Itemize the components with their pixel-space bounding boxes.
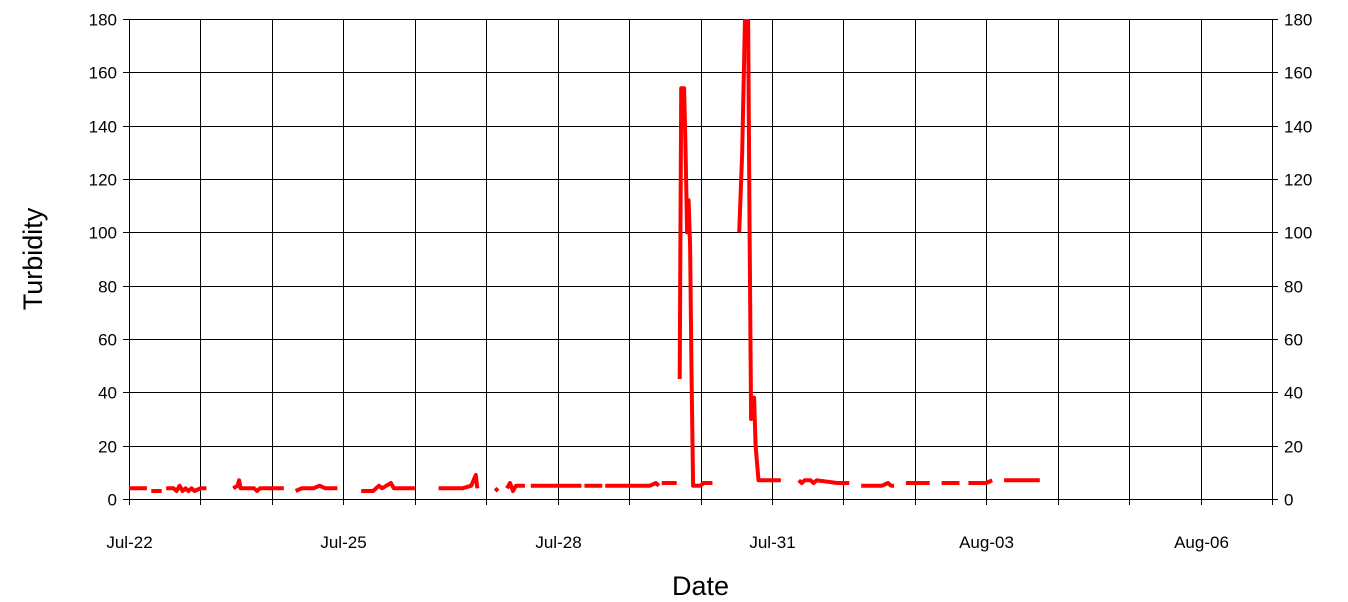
x-tick-label: Jul-31 <box>749 533 795 552</box>
y-tick-label-right: 40 <box>1284 384 1303 403</box>
series-segment <box>797 478 850 485</box>
x-tick-label: Aug-03 <box>959 533 1014 552</box>
y-tick-label-left: 60 <box>98 331 117 350</box>
y-tick-label-right: 160 <box>1284 64 1312 83</box>
y-tick-label-left: 180 <box>89 11 117 30</box>
series-segment <box>505 481 525 493</box>
y-tick-label-right: 0 <box>1284 491 1293 510</box>
series-segment <box>861 481 894 488</box>
y-tick-label-left: 80 <box>98 278 117 297</box>
series-segment <box>968 478 994 485</box>
y-tick-label-left: 40 <box>98 384 117 403</box>
series-segment <box>232 478 284 493</box>
series-segment <box>294 483 338 493</box>
y-tick-label-right: 80 <box>1284 278 1303 297</box>
y-tick-label-right: 180 <box>1284 11 1312 30</box>
y-tick-label-right: 140 <box>1284 118 1312 137</box>
x-axis-title: Date <box>672 571 729 601</box>
y-tick-label-left: 140 <box>89 118 117 137</box>
turbidity-series <box>129 19 1040 493</box>
x-tick-labels: Jul-22 Jul-25 Jul-28 Jul-31 Aug-03 Aug-06 <box>106 533 1229 552</box>
y-tick-label-left: 0 <box>108 491 117 510</box>
left-y-tick-labels: 0 20 40 60 80 100 120 140 160 180 <box>89 11 117 510</box>
series-segment <box>737 19 747 233</box>
y-tick-label-left: 160 <box>89 64 117 83</box>
right-y-tick-labels: 0 20 40 60 80 100 120 140 160 180 <box>1284 11 1312 510</box>
series-segment <box>677 86 713 488</box>
series-segment <box>166 483 207 493</box>
x-tick-label: Jul-22 <box>106 533 152 552</box>
y-tick-label-right: 20 <box>1284 438 1303 457</box>
y-tick-label-right: 100 <box>1284 224 1312 243</box>
axes <box>123 19 1278 505</box>
y-tick-label-right: 60 <box>1284 331 1303 350</box>
y-tick-label-right: 120 <box>1284 171 1312 190</box>
series-segment <box>605 481 661 488</box>
y-tick-label-left: 20 <box>98 438 117 457</box>
x-tick-label: Jul-28 <box>535 533 581 552</box>
series-segment <box>493 486 500 493</box>
series-segment <box>361 481 415 493</box>
series-segment <box>438 473 480 491</box>
series-segment <box>746 19 781 483</box>
x-tick-label: Aug-06 <box>1174 533 1229 552</box>
y-axis-title: Turbidity <box>18 207 48 310</box>
x-tick-label: Jul-25 <box>320 533 366 552</box>
y-tick-label-left: 120 <box>89 171 117 190</box>
y-tick-label-left: 100 <box>89 224 117 243</box>
